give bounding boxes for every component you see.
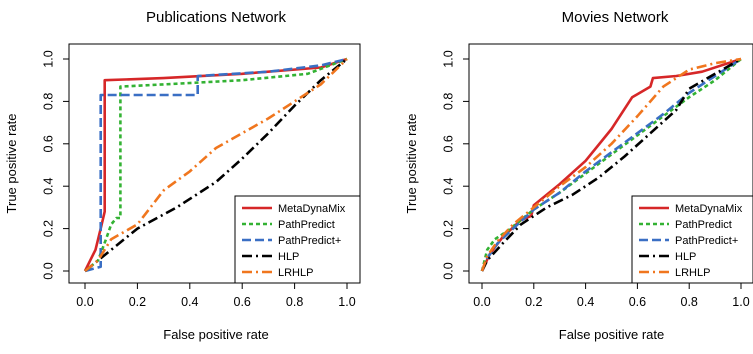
chart-1-y-axis-label: True positive rate	[4, 114, 19, 214]
chart-2-legend: MetaDynaMix PathPredict PathPredict+ HLP LRH…	[631, 195, 753, 284]
chart-1-plot-frame	[68, 43, 361, 284]
chart-1-series-line-pathpredict	[84, 57, 348, 273]
chart-2-legend-label: MetaDynaMix	[675, 203, 743, 215]
chart-1-legend-label: MetaDynaMix	[278, 203, 346, 215]
chart-1-y-tick-label: 0.2	[41, 220, 55, 237]
chart-1-y-tick-label: 1.0	[41, 50, 55, 67]
chart-1-legend: MetaDynaMix PathPredict PathPredict+ HLP LRH…	[234, 195, 361, 284]
chart-1-x-tick-label: 0.0	[76, 295, 93, 309]
chart-1-y-tick-label: 0.6	[41, 135, 55, 152]
chart-1-y-tick-label: 0.0	[41, 262, 55, 279]
chart-1-legend-label: LRHLP	[278, 267, 313, 279]
chart-2-y-tick-label: 1.0	[441, 50, 455, 67]
chart-2-x-axis-label: False positive rate	[559, 327, 665, 342]
chart-1-series-line-metadynamix	[83, 57, 348, 272]
chart-2-y-axis-label: True positive rate	[404, 114, 419, 214]
chart-2-legend-label: PathPredict+	[675, 235, 738, 247]
chart-2-y-tick-label: 0.4	[441, 177, 455, 194]
chart-2-legend-label: HLP	[675, 251, 696, 263]
chart-1-x-tick-label: 0.6	[234, 295, 251, 309]
chart-1-panel: Publications Network False positive rate T…	[4, 9, 361, 342]
chart-1-title: Publications Network	[146, 9, 287, 26]
chart-2-legend-label: LRHLP	[675, 267, 710, 279]
chart-2-y-tick-label: 0.8	[441, 93, 455, 110]
chart-2-x-tick-label: 0.0	[473, 295, 490, 309]
chart-2-y-tick-label: 0.2	[441, 220, 455, 237]
chart-2-series-line-pathpredict	[480, 57, 742, 272]
chart-2-x-tick-label: 1.0	[732, 295, 749, 309]
chart-1-x-tick-label: 0.4	[181, 295, 198, 309]
chart-2-series-line-pathpredict-	[480, 57, 742, 272]
chart-2-panel: Movies Network False positive rate True po…	[404, 9, 753, 342]
chart-1-x-tick-label: 0.8	[286, 295, 303, 309]
chart-1-x-tick-label: 1.0	[338, 295, 355, 309]
chart-2-series-line-hlp	[480, 57, 742, 272]
chart-2-series-line-lrhlp	[480, 57, 742, 272]
chart-2-y-tick-label: 0.6	[441, 135, 455, 152]
chart-1-legend-label: HLP	[278, 251, 299, 263]
chart-1-legend-label: PathPredict	[278, 219, 335, 231]
chart-1-x-tick-label: 0.2	[129, 295, 146, 309]
chart-2-x-tick-label: 0.2	[525, 295, 542, 309]
chart-2-x-tick-label: 0.4	[577, 295, 594, 309]
chart-1-y-tick-label: 0.8	[41, 93, 55, 110]
chart-1-series-line-lrhlp	[84, 58, 348, 273]
chart-2-plot-frame	[468, 43, 753, 284]
chart-2-y-tick-label: 0.0	[441, 262, 455, 279]
chart-1-legend-label: PathPredict+	[278, 235, 341, 247]
chart-2-x-tick-label: 0.8	[681, 295, 698, 309]
chart-1-x-axis-label: False positive rate	[163, 327, 269, 342]
chart-2-x-tick-label: 0.6	[629, 295, 646, 309]
chart-1-y-tick-label: 0.4	[41, 177, 55, 194]
chart-2-title: Movies Network	[562, 9, 669, 26]
chart-2-legend-label: PathPredict	[675, 219, 732, 231]
chart-1-series-line-pathpredict-	[84, 57, 348, 273]
